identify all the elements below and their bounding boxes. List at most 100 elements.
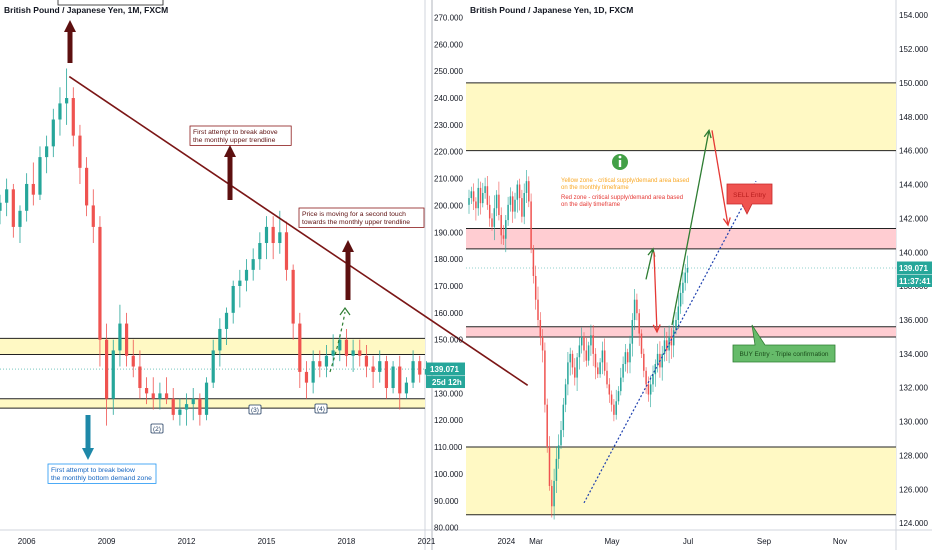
path-arrow-line	[671, 130, 710, 326]
candle-body	[164, 393, 169, 399]
candle-body	[45, 146, 49, 158]
first-attempt-arrow	[224, 145, 236, 200]
count-label: (4)	[317, 406, 325, 413]
daily-candle-body	[484, 186, 486, 193]
candle-body	[38, 157, 42, 195]
candle-body	[11, 189, 15, 227]
candle-body	[371, 366, 375, 372]
daily-candle-body	[532, 248, 535, 276]
y-tick-label: 124.000	[899, 519, 928, 528]
daily-candle-body	[479, 187, 482, 204]
x-tick-label: Nov	[833, 537, 847, 546]
daily-candle-body	[640, 333, 643, 354]
y-tick-label: 150.000	[434, 336, 463, 345]
x-tick-label: Jul	[683, 537, 693, 546]
daily-candle-body	[578, 345, 581, 358]
daily-candle-body	[686, 268, 689, 273]
path-arrow-line	[711, 130, 729, 226]
annotation-second-touch-text: Price is moving for a second touch	[302, 211, 406, 218]
monthly-upper-trendline	[68, 75, 529, 386]
second-touch-arrow	[342, 240, 354, 300]
buy-entry-callout	[732, 324, 836, 363]
y-tick-label: 132.000	[899, 384, 928, 393]
daily-candle-body	[470, 191, 473, 199]
annotation-first-attempt-text: First attempt to break above	[193, 129, 278, 136]
candle-body	[391, 366, 395, 389]
daily-candle-body	[590, 335, 592, 346]
info-icon	[612, 154, 628, 170]
y-tick-label: 152.000	[899, 45, 928, 54]
daily-candle-body	[622, 364, 624, 378]
daily-candle-body	[631, 320, 634, 344]
candle-body	[98, 226, 102, 340]
daily-candle-body	[505, 220, 507, 239]
daily-candle-body	[548, 447, 551, 486]
zone-1	[0, 398, 425, 409]
daily-candle-body	[528, 181, 530, 202]
candle-body	[411, 361, 415, 383]
price-tag: 139.071	[430, 365, 459, 374]
candle-body	[218, 328, 222, 351]
candle-body	[58, 103, 62, 120]
candle-body	[398, 366, 402, 394]
path-arrow-line	[653, 252, 658, 332]
daily-candle-body	[544, 350, 546, 405]
daily-candle-body	[539, 320, 542, 337]
candle-body	[384, 361, 389, 389]
x-tick-label: 2009	[98, 537, 116, 546]
x-tick-label: Sep	[757, 537, 772, 546]
annotation-bottom-demand-text: First attempt to break below	[51, 467, 135, 474]
candle-body	[331, 350, 335, 356]
note-yellow-zone: Yellow zone - critical supply/demand are…	[561, 178, 689, 184]
daily-countdown-tag: 11:37:41	[899, 277, 931, 286]
y-tick-label: 170.000	[434, 282, 463, 291]
candle-body	[5, 189, 9, 203]
y-tick-label: 250.000	[434, 67, 463, 76]
daily-candle-body	[500, 215, 502, 236]
candle-body	[118, 323, 122, 351]
x-tick-label: 2024	[497, 537, 515, 546]
daily-candle-body	[576, 357, 578, 378]
candle-body	[224, 312, 229, 329]
daily-candle-body	[585, 350, 588, 361]
y-tick-label: 240.000	[434, 94, 463, 103]
clipped-callout-box	[57, 0, 164, 6]
y-tick-label: 148.000	[899, 113, 928, 122]
daily-candle-body	[615, 401, 617, 415]
daily-candle-body	[530, 201, 532, 249]
daily-price-tag-bg	[897, 261, 932, 275]
candle-body	[304, 371, 309, 383]
daily-zone-3	[466, 326, 896, 337]
candle-body	[258, 243, 262, 260]
candle-body	[51, 119, 55, 147]
daily-candle-body	[649, 384, 652, 395]
daily-candle-body	[514, 199, 516, 212]
daily-candle-body	[571, 353, 574, 368]
y-tick-label: 134.000	[899, 350, 928, 359]
candle-body	[0, 202, 2, 211]
daily-ascending-trendline	[583, 180, 757, 504]
daily-candle-body	[523, 192, 525, 217]
countdown-tag-bg	[426, 376, 465, 389]
y-tick-label: 130.000	[434, 389, 463, 398]
candle-body	[231, 285, 235, 313]
daily-candle-body	[679, 292, 682, 307]
count-label-box	[314, 403, 328, 414]
annotation-first-attempt-box	[189, 125, 292, 146]
candle-body	[244, 269, 249, 281]
path-arrow-head	[722, 217, 731, 227]
candle-body	[204, 382, 209, 415]
daily-zone-2	[466, 228, 896, 249]
daily-candle-body	[603, 350, 606, 371]
candle-body	[78, 135, 82, 168]
daily-candle-body	[475, 201, 477, 209]
daily-candle-body	[569, 353, 571, 363]
daily-candle-body	[564, 384, 567, 405]
daily-candle-body	[491, 218, 493, 227]
daily-countdown-tag-bg	[897, 274, 932, 287]
annotation-bottom-demand-box	[47, 463, 157, 484]
candle-body	[105, 339, 109, 399]
daily-candle-body	[587, 345, 590, 361]
candle-body	[358, 350, 362, 356]
